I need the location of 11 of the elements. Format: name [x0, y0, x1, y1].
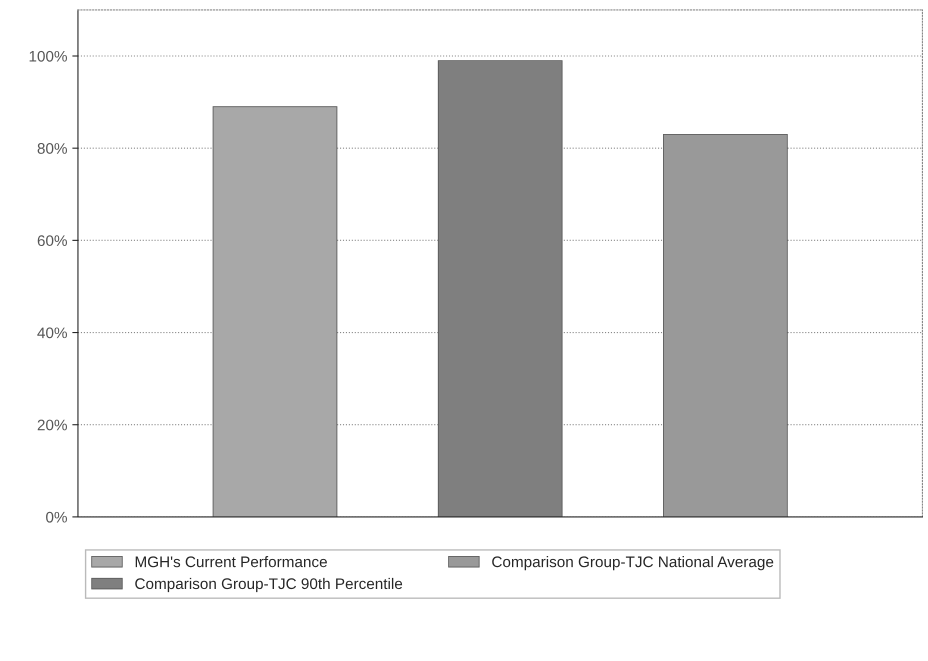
y-tick-label: 0%	[46, 512, 67, 523]
y-tick-label: 20%	[38, 420, 67, 430]
legend-label: Comparison Group-TJC National Average	[492, 556, 774, 570]
bar	[212, 106, 338, 517]
bar	[663, 134, 788, 517]
y-tick-label: 40%	[37, 327, 67, 338]
legend-label: Comparison Group-TJC 90th Percentile	[135, 578, 402, 592]
y-tick-label: 60%	[38, 235, 67, 246]
y-tick-label: 80%	[38, 143, 67, 154]
y-tick-label: 100%	[30, 50, 67, 62]
legend-label: MGH's Current Performance	[136, 556, 327, 568]
